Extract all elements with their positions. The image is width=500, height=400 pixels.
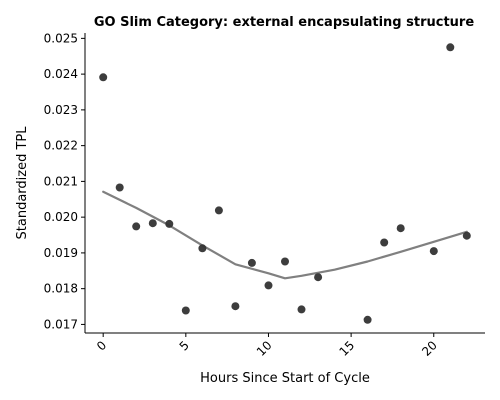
- x-tick-label: 20: [419, 338, 440, 359]
- chart-title: GO Slim Category: external encapsulating…: [94, 15, 474, 30]
- y-tick-label: 0.024: [44, 67, 78, 81]
- y-tick-label: 0.023: [44, 103, 78, 117]
- y-tick-label: 0.017: [44, 317, 78, 331]
- data-point: [429, 247, 438, 256]
- plot-area: [99, 43, 471, 324]
- y-tick-label: 0.022: [44, 139, 78, 153]
- data-point: [115, 183, 124, 192]
- data-point: [446, 43, 455, 52]
- y-tick-label: 0.018: [44, 282, 78, 296]
- y-axis-label: Standardized TPL: [15, 126, 30, 240]
- x-axis-label: Hours Since Start of Cycle: [200, 371, 370, 386]
- data-point: [148, 219, 157, 228]
- data-point: [132, 222, 141, 231]
- data-point: [181, 306, 190, 315]
- data-point: [396, 224, 405, 233]
- x-tick-label: 0: [94, 338, 109, 353]
- x-tick-label: 5: [177, 338, 192, 353]
- data-point: [297, 305, 306, 314]
- y-tick-label: 0.019: [44, 246, 78, 260]
- y-tick-label: 0.020: [44, 210, 78, 224]
- data-point: [198, 244, 207, 253]
- data-point: [314, 273, 323, 282]
- axis-ticks: 0 5 10 15 20 0.017 0.018 0.019 0.020 0.021 0.022 0.…: [44, 31, 440, 359]
- data-point: [264, 281, 273, 290]
- x-tick-label: 15: [337, 338, 358, 359]
- data-point: [165, 219, 174, 228]
- y-tick-label: 0.021: [44, 174, 78, 188]
- data-point: [380, 238, 389, 247]
- data-point: [214, 206, 223, 215]
- data-point: [247, 258, 256, 267]
- data-point: [363, 315, 372, 324]
- data-point: [462, 231, 471, 240]
- data-point: [281, 257, 289, 266]
- y-tick-label: 0.025: [44, 31, 78, 45]
- data-point: [231, 302, 240, 311]
- x-tick-label: 10: [254, 338, 275, 359]
- data-point: [99, 73, 108, 82]
